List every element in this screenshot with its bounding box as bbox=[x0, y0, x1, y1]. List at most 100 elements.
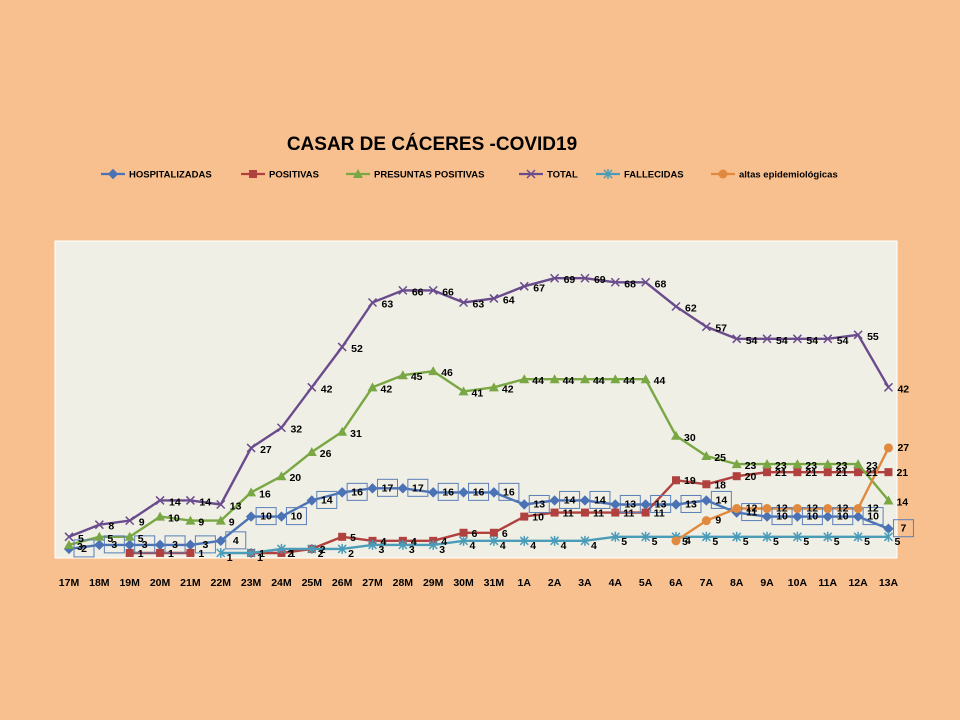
data-label-presuntas-positivas-31m: 42 bbox=[502, 383, 514, 395]
data-label-fallecidas-8a: 5 bbox=[743, 536, 749, 548]
data-label-hospitalizadas-31m: 16 bbox=[503, 486, 515, 498]
data-label-hospitalizadas-9a: 10 bbox=[776, 511, 788, 523]
x-tick-label-23m: 23M bbox=[241, 577, 262, 589]
series-hospitalizadas bbox=[63, 483, 894, 555]
data-label-hospitalizadas-19m: 3 bbox=[142, 539, 148, 551]
point-total-19m bbox=[125, 516, 135, 526]
data-label-presuntas-positivas-18m: 5 bbox=[107, 533, 113, 545]
x-tick-label-9a: 9A bbox=[760, 577, 774, 589]
x-tick-label-4a: 4A bbox=[609, 577, 623, 589]
point-total-31m bbox=[489, 293, 499, 303]
point-hospitalizadas-18m bbox=[94, 539, 105, 551]
data-label-presuntas-positivas-24m: 20 bbox=[289, 472, 301, 484]
data-label-presuntas-positivas-9a: 23 bbox=[775, 460, 787, 472]
data-label-presuntas-positivas-27m: 42 bbox=[381, 383, 393, 395]
data-label-positivas-9a: 21 bbox=[775, 467, 787, 479]
data-label-fallecidas-4a: 5 bbox=[621, 536, 627, 548]
x-tick-label-8a: 8A bbox=[730, 577, 744, 589]
legend-label-altas-epidemiologicas: altas epidemiológicas bbox=[739, 170, 838, 181]
point-hospitalizadas-10a bbox=[792, 511, 803, 522]
series-layer bbox=[63, 273, 894, 558]
point-hospitalizadas-27m bbox=[367, 483, 378, 494]
data-label-total-10a: 54 bbox=[806, 335, 818, 347]
data-label-positivas-27m: 4 bbox=[381, 536, 387, 548]
point-total-20m bbox=[155, 495, 165, 505]
data-label-hospitalizadas-6a: 13 bbox=[685, 498, 697, 510]
x-tick-label-5a: 5A bbox=[639, 577, 653, 589]
point-positivas-3a bbox=[580, 508, 589, 517]
x-tick-label-21m: 21M bbox=[180, 577, 201, 589]
point-total-21m bbox=[185, 495, 195, 505]
data-label-positivas-19m: 1 bbox=[138, 548, 144, 560]
point-total-4a bbox=[610, 277, 620, 287]
data-label-total-28m: 66 bbox=[412, 286, 424, 298]
data-label-box-hospitalizadas-2a bbox=[559, 490, 581, 509]
point-presuntas-positivas-18m bbox=[94, 531, 105, 541]
point-altas-epidemiologicas-10a bbox=[792, 504, 802, 514]
data-label-presuntas-positivas-2a: 44 bbox=[563, 375, 575, 387]
data-label-positivas-4a: 11 bbox=[623, 508, 634, 520]
point-total-29m bbox=[428, 285, 438, 295]
data-label-presuntas-positivas-21m: 9 bbox=[198, 517, 204, 529]
data-label-presuntas-positivas-5a: 44 bbox=[654, 375, 666, 387]
point-presuntas-positivas-4a bbox=[610, 374, 621, 384]
legend-label-total: TOTAL bbox=[547, 170, 578, 181]
data-label-presuntas-positivas-10a: 23 bbox=[805, 460, 817, 472]
data-label-hospitalizadas-28m: 17 bbox=[412, 482, 424, 494]
data-label-box-hospitalizadas-26m bbox=[346, 482, 368, 501]
data-label-box-hospitalizadas-13a bbox=[892, 519, 914, 538]
data-label-total-3a: 69 bbox=[594, 274, 606, 286]
data-label-box-hospitalizadas-20m bbox=[164, 535, 186, 554]
data-label-presuntas-positivas-26m: 31 bbox=[350, 428, 362, 440]
plot-area bbox=[54, 240, 898, 559]
data-label-positivas-21m: 1 bbox=[198, 548, 204, 560]
data-label-total-1a: 67 bbox=[533, 282, 545, 294]
data-label-hospitalizadas-26m: 16 bbox=[351, 486, 363, 498]
data-label-fallecidas-10a: 5 bbox=[803, 536, 809, 548]
point-hospitalizadas-3a bbox=[579, 495, 591, 506]
point-total-10a bbox=[792, 334, 802, 344]
point-total-25m bbox=[307, 382, 317, 392]
point-hospitalizadas-28m bbox=[397, 483, 409, 494]
legend-label-presuntas-positivas: PRESUNTAS POSITIVAS bbox=[374, 170, 485, 181]
data-label-fallecidas-12a: 5 bbox=[864, 536, 870, 548]
data-label-box-hospitalizadas-8a bbox=[741, 503, 763, 522]
point-hospitalizadas-7a bbox=[701, 495, 712, 506]
point-positivas-7a bbox=[702, 480, 711, 489]
point-total-2a bbox=[550, 273, 560, 283]
x-tick-label-6a: 6A bbox=[669, 577, 683, 589]
data-label-fallecidas-24m: 2 bbox=[287, 548, 293, 560]
data-label-hospitalizadas-17m: 2 bbox=[81, 543, 87, 555]
point-total-8a bbox=[732, 334, 742, 344]
data-label-altas-epidemiologicas-10a: 12 bbox=[806, 503, 818, 515]
point-fallecidas-5a bbox=[641, 531, 651, 542]
data-label-hospitalizadas-3a: 14 bbox=[594, 494, 606, 506]
point-hospitalizadas-9a bbox=[761, 511, 773, 522]
data-label-box-hospitalizadas-12a bbox=[862, 507, 884, 526]
data-label-presuntas-positivas-22m: 9 bbox=[229, 517, 235, 529]
series-fallecidas bbox=[216, 531, 893, 558]
point-presuntas-positivas-8a bbox=[731, 459, 742, 469]
point-presuntas-positivas-19m bbox=[124, 531, 135, 541]
legend-marker-total bbox=[526, 169, 536, 179]
data-label-hospitalizadas-5a: 13 bbox=[655, 498, 667, 510]
point-fallecidas-1a bbox=[519, 535, 529, 546]
data-label-positivas-6a: 19 bbox=[684, 475, 696, 487]
data-label-fallecidas-22m: 1 bbox=[227, 552, 233, 564]
point-presuntas-positivas-23m bbox=[246, 487, 257, 497]
data-label-box-hospitalizadas-21m bbox=[194, 535, 216, 554]
x-axis-ticks: 17M 18M 19M 20M 21M 22M 23M 24M 25M 26M 27M 28M 29M 3… bbox=[59, 577, 899, 589]
point-fallecidas-26m bbox=[337, 543, 347, 554]
point-total-27m bbox=[367, 297, 378, 308]
data-label-altas-epidemiologicas-13a: 27 bbox=[897, 442, 909, 454]
legend-marker-hospitalizadas bbox=[107, 168, 119, 180]
point-presuntas-positivas-20m bbox=[155, 511, 166, 521]
point-presuntas-positivas-29m bbox=[428, 366, 439, 376]
point-positivas-9a bbox=[763, 468, 772, 477]
data-label-presuntas-positivas-25m: 26 bbox=[320, 448, 332, 460]
data-label-hospitalizadas-24m: 10 bbox=[291, 511, 303, 523]
data-label-presuntas-positivas-1a: 44 bbox=[532, 375, 544, 387]
data-label-altas-epidemiologicas-6a: 4 bbox=[685, 535, 691, 547]
